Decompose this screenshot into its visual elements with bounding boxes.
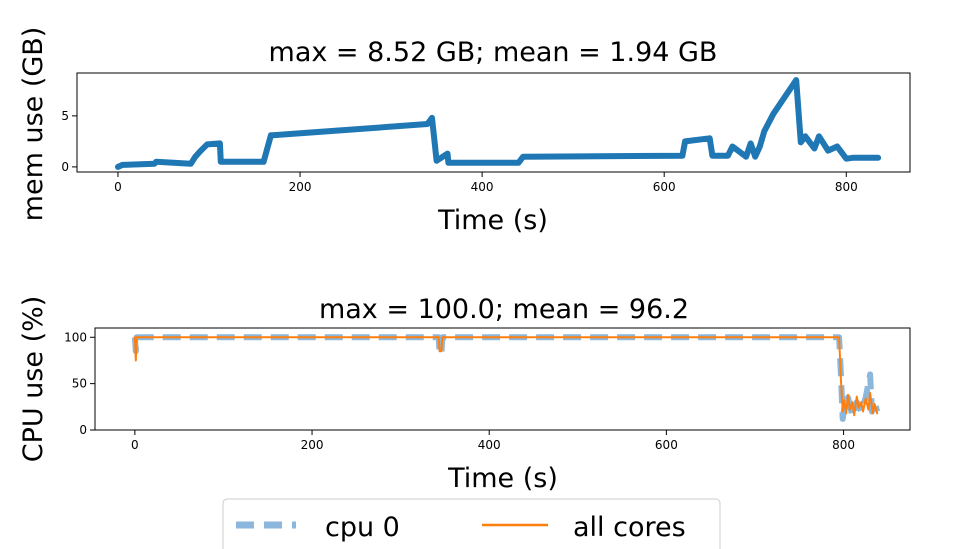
cpu-series-line-cpu-0 <box>131 334 881 422</box>
cpu-chart-title: max = 100.0; mean = 96.2 <box>319 294 689 325</box>
cpu-y-tick-label: 0 <box>79 423 87 437</box>
cpu-x-tick-label: 0 <box>131 438 139 452</box>
memory-chart-title: max = 8.52 GB; mean = 1.94 GB <box>269 37 718 68</box>
cpu-series-line-all-cores <box>133 336 879 417</box>
memory-x-ticks: 0 200 400 600 800 <box>114 172 858 194</box>
cpu-y-tick-label: 100 <box>64 330 87 344</box>
cpu-plot-frame <box>94 327 911 431</box>
cpu-x-tick-label: 800 <box>832 438 855 452</box>
cpu-x-ticks: 0 200 400 600 800 <box>131 430 855 452</box>
memory-y-tick-label: 0 <box>61 160 69 174</box>
cpu-x-tick-label: 400 <box>478 438 501 452</box>
memory-x-tick-label: 600 <box>653 180 676 194</box>
cpu-legend: cpu 0 all cores <box>222 498 721 549</box>
memory-series <box>115 77 882 170</box>
memory-y-axis-label: mem use (GB) <box>18 27 49 222</box>
cpu-x-tick-label: 200 <box>301 438 324 452</box>
cpu-y-tick-label: 50 <box>72 377 87 391</box>
memory-x-tick-label: 0 <box>114 180 122 194</box>
memory-x-tick-label: 800 <box>835 180 858 194</box>
cpu-y-axis-label: CPU use (%) <box>18 296 49 463</box>
legend-frame <box>222 498 721 549</box>
cpu-y-ticks: 0 50 100 <box>64 330 95 437</box>
memory-chart: max = 8.52 GB; mean = 1.94 GB 05 0 200 400… <box>18 27 911 236</box>
memory-x-tick-label: 400 <box>471 180 494 194</box>
legend-label-all-cores: all cores <box>573 512 686 543</box>
cpu-x-axis-label: Time (s) <box>447 463 558 494</box>
memory-y-ticks: 05 <box>61 109 77 174</box>
memory-x-axis-label: Time (s) <box>437 205 548 236</box>
legend-label-cpu0: cpu 0 <box>325 512 400 543</box>
cpu-chart: max = 100.0; mean = 96.2 0 50 100 0 200 400 6… <box>18 294 911 494</box>
memory-series-line-0 <box>115 77 882 170</box>
cpu-series <box>131 334 881 422</box>
cpu-x-tick-label: 600 <box>655 438 678 452</box>
memory-plot-frame <box>76 72 911 173</box>
memory-x-tick-label: 200 <box>289 180 312 194</box>
memory-y-tick-label: 5 <box>61 109 69 123</box>
